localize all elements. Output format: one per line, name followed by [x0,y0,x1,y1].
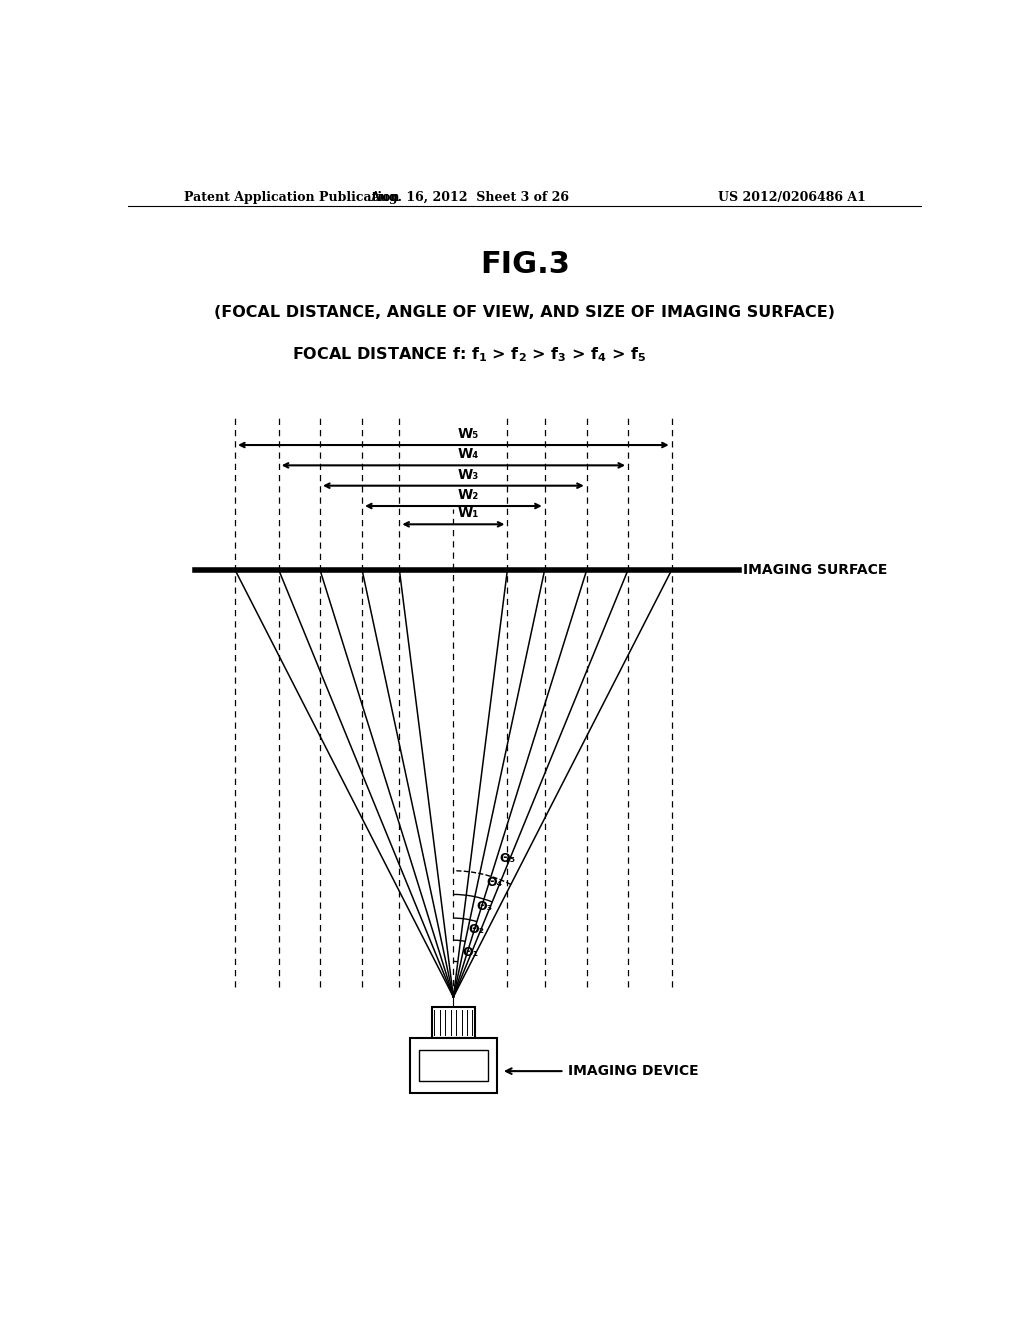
Text: Patent Application Publication: Patent Application Publication [183,191,399,203]
Bar [431,1007,475,1038]
Text: W₁: W₁ [458,507,478,520]
Text: FOCAL DISTANCE f: $\mathbf{f_1}$ > $\mathbf{f_2}$ > $\mathbf{f_3}$ > $\mathbf{f_: FOCAL DISTANCE f: $\mathbf{f_1}$ > $\mat… [292,346,646,364]
Text: W₄: W₄ [458,447,478,461]
Text: Θ₁: Θ₁ [463,946,479,960]
Bar [419,1049,487,1081]
Text: Aug. 16, 2012  Sheet 3 of 26: Aug. 16, 2012 Sheet 3 of 26 [370,191,568,203]
Text: IMAGING SURFACE: IMAGING SURFACE [743,564,888,577]
Text: W₃: W₃ [458,467,478,482]
Text: W₅: W₅ [458,426,478,441]
Text: (FOCAL DISTANCE, ANGLE OF VIEW, AND SIZE OF IMAGING SURFACE): (FOCAL DISTANCE, ANGLE OF VIEW, AND SIZE… [214,305,836,319]
Text: US 2012/0206486 A1: US 2012/0206486 A1 [718,191,866,203]
Text: W₂: W₂ [458,488,478,502]
Text: Θ₅: Θ₅ [500,853,516,866]
Text: Θ₄: Θ₄ [486,876,503,888]
Text: IMAGING DEVICE: IMAGING DEVICE [568,1064,699,1078]
Text: Θ₃: Θ₃ [476,900,493,913]
Text: Θ₂: Θ₂ [468,924,484,936]
Text: FIG.3: FIG.3 [480,249,569,279]
Bar [410,1038,497,1093]
